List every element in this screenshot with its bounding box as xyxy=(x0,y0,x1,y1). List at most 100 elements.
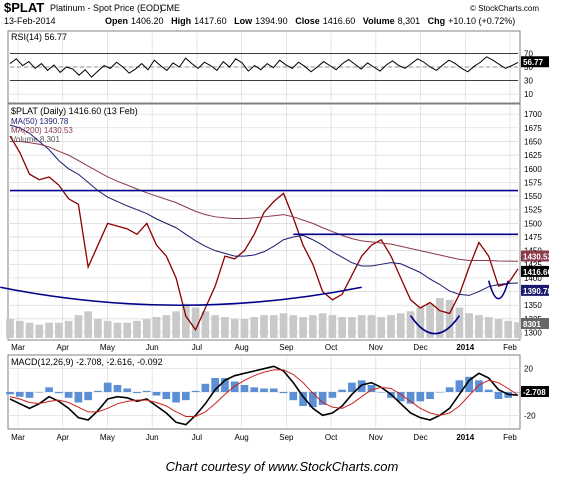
open-value: 1406.20 xyxy=(131,16,164,26)
macd-histogram-bar xyxy=(6,392,14,395)
macd-histogram-bar xyxy=(406,392,415,404)
chg-value: +10.10 (+0.72%) xyxy=(448,16,515,26)
price-x-tick-label: Jul xyxy=(192,343,202,352)
macd-histogram-bar xyxy=(191,390,200,392)
macd-x-tick-label: 2014 xyxy=(456,433,474,442)
macd-histogram-bar xyxy=(162,392,171,399)
ma50-last-value-bg xyxy=(521,284,549,296)
macd-legend: MACD(12,26,9) -2.708, -2.616, -0.092 xyxy=(11,357,163,367)
macd-histogram-bar xyxy=(367,385,376,392)
macd-x-tick-label: May xyxy=(100,433,115,442)
ma50-line xyxy=(9,124,519,296)
legend-ma200: MA(200) 1430.53 xyxy=(11,126,73,135)
macd-histogram-bar xyxy=(289,392,298,401)
price-tick-label: 1400 xyxy=(524,274,542,283)
quote-line: Open 1406.20 High 1417.60 Low 1394.90 Close… xyxy=(105,16,515,26)
macd-histogram-bar xyxy=(240,385,249,392)
volume-bar xyxy=(123,322,132,338)
macd-x-tick-label: Oct xyxy=(325,433,338,442)
volume-bar xyxy=(84,311,92,338)
chart-caption: Chart courtesy of www.StockCharts.com xyxy=(165,459,399,474)
volume-bar xyxy=(113,322,122,338)
volume-bar xyxy=(162,315,171,338)
volume-bar xyxy=(445,299,454,338)
macd-x-tick-label: Mar xyxy=(11,433,25,442)
macd-histogram-bar xyxy=(15,392,24,397)
rounding-bottom-curve xyxy=(409,315,461,335)
macd-x-tick-label: Jul xyxy=(192,433,202,442)
price-tick-label: 1650 xyxy=(524,137,542,146)
macd-histogram-bar xyxy=(201,383,210,392)
macd-histogram-bar xyxy=(494,392,503,399)
macd-histogram-bar xyxy=(35,392,44,393)
volume-bar xyxy=(152,317,161,338)
volume-bar xyxy=(211,315,219,338)
macd-histogram-bar xyxy=(396,392,405,402)
price-tick-label: 1550 xyxy=(524,192,542,201)
macd-last-value-bg xyxy=(521,386,549,397)
macd-histogram-bar xyxy=(338,389,346,392)
macd-histogram-bar xyxy=(269,388,278,392)
macd-histogram-bar xyxy=(250,387,259,392)
volume-bar xyxy=(15,320,24,338)
volume-bar xyxy=(484,317,493,338)
volume-bar xyxy=(201,311,210,338)
macd-histogram-bar xyxy=(475,380,483,392)
macd-histogram-bar xyxy=(74,392,83,403)
volume-label: Volume xyxy=(363,16,395,26)
volume-bar xyxy=(6,318,14,338)
macd-histogram-bar xyxy=(142,390,151,392)
rsi-tick-label: 10 xyxy=(524,90,533,99)
volume-bar xyxy=(416,307,425,338)
signal-line xyxy=(9,369,519,417)
macd-tick-label: -20 xyxy=(524,411,536,420)
macd-histogram-bar xyxy=(318,392,327,405)
legend-volume: Volume 8,301 xyxy=(11,135,60,144)
chg-label: Chg xyxy=(428,16,446,26)
price-tick-label: 1475 xyxy=(524,233,542,242)
ma200-line xyxy=(10,140,519,262)
volume-bar xyxy=(318,313,327,338)
macd-histogram-bar xyxy=(348,382,356,392)
macd-histogram-bar xyxy=(309,392,317,408)
macd-histogram-bar xyxy=(260,388,268,392)
rsi-legend: RSI(14) 56.77 xyxy=(11,32,67,42)
volume-bar xyxy=(328,315,337,338)
price-last-value-bg xyxy=(521,265,549,277)
macd-x-tick-label: Dec xyxy=(413,433,427,442)
macd-histogram-bar xyxy=(299,392,307,406)
volume-bar xyxy=(240,318,249,338)
price-tick-label: 1525 xyxy=(524,206,542,215)
symbol-label: $PLAT xyxy=(4,0,44,15)
watermark: © StockCharts.com xyxy=(470,4,539,13)
open-label: Open xyxy=(105,16,128,26)
price-x-tick-label: Apr xyxy=(57,343,70,352)
volume-bar xyxy=(64,320,73,338)
volume-bar xyxy=(103,320,112,338)
macd-histogram-bar xyxy=(172,392,180,403)
price-x-tick-label: Oct xyxy=(325,343,338,352)
price-x-tick-label: 2014 xyxy=(456,343,474,352)
volume-bar xyxy=(406,311,415,338)
macd-histogram-bar xyxy=(182,392,190,401)
price-tick-label: 1575 xyxy=(524,178,542,187)
volume-bar xyxy=(25,322,34,338)
macd-histogram-bar xyxy=(25,392,34,398)
price-x-tick-label: Mar xyxy=(11,343,25,352)
volume-bar xyxy=(260,315,268,338)
volume-bar xyxy=(338,317,346,338)
grid-layer xyxy=(8,33,520,427)
macd-x-tick-label: Apr xyxy=(57,433,70,442)
macd-histogram-bar xyxy=(445,387,454,392)
volume-bar xyxy=(221,317,229,338)
volume-bar xyxy=(426,303,434,338)
volume-bar xyxy=(269,315,278,338)
volume-bar xyxy=(45,322,53,338)
chart-date: 13-Feb-2014 xyxy=(4,16,56,26)
exchange-label: CME xyxy=(160,3,180,13)
macd-x-tick-label: Sep xyxy=(279,433,294,442)
macd-histogram-bar xyxy=(123,388,132,392)
macd-histogram-bar xyxy=(514,392,522,393)
volume-bar xyxy=(348,317,356,338)
close-value: 1416.60 xyxy=(323,16,356,26)
